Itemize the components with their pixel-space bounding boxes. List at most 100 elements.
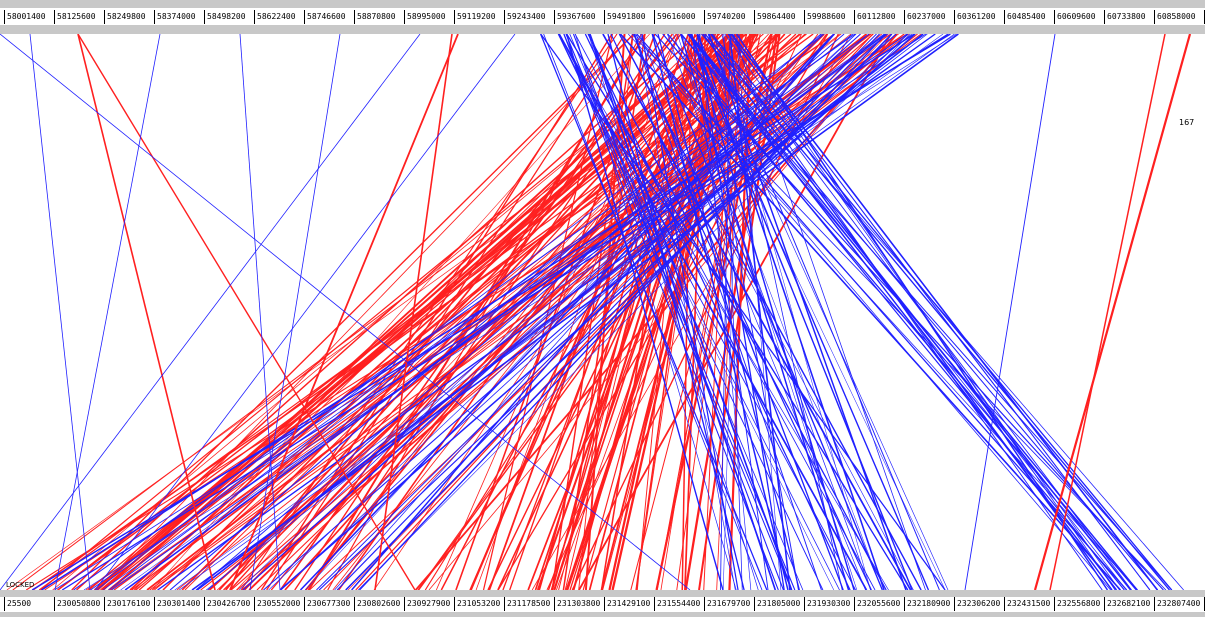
reverse-match-line [689,34,930,590]
reverse-match-line [73,34,856,590]
reverse-match-line [722,34,740,590]
ruler-tick-label: 58001400 [4,10,54,24]
ruler-tick-label: 230050800 [54,597,104,611]
forward-match-line [208,34,825,590]
ruler-tick-label: 60858000 [1154,10,1204,24]
ruler-tick-label: 59119200 [454,10,504,24]
ruler-tick-label: 232431500 [1004,597,1054,611]
reverse-match-line [111,34,908,590]
forward-match-line [509,34,704,590]
reverse-match-line [318,34,909,590]
reverse-match-line [0,34,421,590]
top-coordinate-ruler[interactable]: 58001400 58125600 58249800 58374000 58498200… [0,10,1205,24]
reverse-match-line [677,34,858,590]
forward-match-line [584,34,626,590]
forward-match-line [428,34,898,590]
reverse-match-line [619,34,914,590]
reverse-match-line [634,34,1111,590]
forward-match-line [229,34,738,590]
ruler-tick-label: 59367600 [554,10,604,24]
top-ruler-scrollbar[interactable] [0,25,1205,34]
forward-match-line [176,34,883,590]
ruler-tick-label: 59988600 [804,10,854,24]
reverse-match-line [304,34,823,590]
reverse-match-line [90,34,870,590]
reverse-match-line [698,34,799,590]
forward-match-line [12,34,757,590]
reverse-match-line [711,34,1173,590]
reverse-match-line [707,34,940,590]
reverse-match-line [0,34,691,590]
forward-match-line [38,34,807,590]
reverse-match-line [174,34,944,590]
forward-match-line [553,34,729,590]
ruler-tick-label: 60609600 [1054,10,1104,24]
forward-match-line [578,34,892,590]
forward-match-line [455,34,656,590]
reverse-match-line [588,34,777,590]
ruler-tick-label: 232556800 [1054,597,1104,611]
forward-match-line [266,34,626,590]
ruler-tick-label: 60361200 [954,10,1004,24]
forward-match-line [482,34,614,590]
forward-match-line [502,34,713,590]
reverse-match-line [702,34,1113,590]
ruler-tick-label: 60237000 [904,10,954,24]
forward-match-line [588,34,736,590]
ruler-tick-label: 231679700 [704,597,754,611]
reverse-match-line [636,34,736,590]
forward-match-line [681,34,693,590]
ruler-tick-label: 25500 [4,597,54,611]
match-count-label: 167 [1179,118,1195,127]
reverse-match-line [54,34,161,590]
ruler-tick-label: 230552000 [254,597,304,611]
reverse-match-line [29,34,91,590]
forward-match-line [374,34,453,590]
reverse-match-line [563,34,792,590]
reverse-match-line [633,34,822,590]
forward-match-line [57,34,780,590]
ruler-tick-label: 232682100 [1104,597,1154,611]
ruler-tick-label: 58622400 [254,10,304,24]
forward-match-line [77,34,216,590]
forward-match-line [415,34,898,590]
ruler-tick-label: 231805000 [754,597,804,611]
reverse-match-line [657,34,800,590]
alignment-plot[interactable] [0,34,1205,590]
ruler-tick-label: 231930300 [804,597,854,611]
forward-match-line [1033,34,1192,590]
reverse-match-line [157,34,936,590]
reverse-match-line [558,34,868,590]
forward-match-line [77,34,416,590]
reverse-match-line [239,34,281,590]
reverse-match-line [641,34,739,590]
reverse-match-line [239,34,825,590]
forward-match-line [152,34,922,590]
bottom-coordinate-ruler[interactable]: 25500 230050800 230176100 230301400 23042670… [0,597,1205,611]
forward-match-line [40,34,720,590]
forward-match-line [236,34,905,590]
forward-match-line [97,34,635,590]
ruler-tick-label: 59740200 [704,10,754,24]
ruler-tick-label: 231554400 [654,597,704,611]
reverse-match-line [41,34,915,590]
reverse-match-line [651,34,789,590]
reverse-match-line [543,34,763,590]
reverse-match-line [704,34,1170,590]
ruler-tick-label: 232807400 [1154,597,1204,611]
reverse-match-line [83,34,957,590]
reverse-match-line [178,34,955,590]
reverse-match-line [566,34,909,590]
forward-match-line [154,34,852,590]
forward-match-line [6,34,777,590]
ruler-tick-label: 59243400 [504,10,554,24]
forward-match-line [184,34,754,590]
ruler-tick-label: 60112800 [854,10,904,24]
top-ruler-band [0,0,1205,8]
reverse-match-line [557,34,840,590]
bottom-ruler-scrollbar[interactable] [0,590,1205,599]
reverse-match-line [565,34,796,590]
forward-match-line [469,34,707,590]
reverse-match-line [733,34,926,590]
forward-match-line [1049,34,1166,590]
